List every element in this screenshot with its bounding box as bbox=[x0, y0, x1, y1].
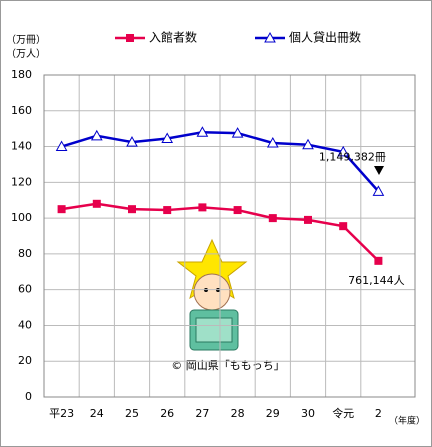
x-tick-label: 24 bbox=[90, 407, 104, 420]
x-tick-label: 2 bbox=[375, 407, 382, 420]
y-tick-label: 20 bbox=[18, 354, 32, 367]
marker bbox=[339, 222, 348, 231]
marker bbox=[161, 132, 174, 144]
y-tick-label: 180 bbox=[11, 68, 32, 81]
x-tick-label: 平23 bbox=[49, 407, 74, 420]
annotation: © 岡山県「ももっち」 bbox=[171, 359, 285, 372]
marker bbox=[268, 214, 277, 223]
y-unit: （万人） bbox=[6, 48, 46, 60]
marker bbox=[128, 205, 136, 214]
x-tick-label: 29 bbox=[266, 407, 280, 420]
marker bbox=[196, 126, 209, 137]
y-tick-label: 120 bbox=[11, 175, 32, 188]
x-tick-label: 26 bbox=[160, 407, 174, 420]
legend-label: 入館者数 bbox=[149, 30, 197, 45]
marker bbox=[266, 136, 279, 148]
mascot bbox=[176, 238, 248, 351]
y-tick-label: 40 bbox=[18, 318, 32, 331]
marker bbox=[233, 206, 242, 215]
series-line bbox=[61, 130, 380, 193]
y-tick-label: 140 bbox=[11, 140, 32, 153]
legend-marker bbox=[264, 31, 276, 43]
x-label: （年度） bbox=[389, 415, 425, 427]
pointer bbox=[374, 166, 384, 175]
y-tick-label: 160 bbox=[11, 104, 32, 117]
marker bbox=[337, 145, 350, 157]
marker bbox=[92, 199, 101, 208]
marker bbox=[163, 206, 172, 215]
y-tick-label: 100 bbox=[11, 211, 32, 224]
data-label: 761,144人 bbox=[348, 274, 405, 287]
marker bbox=[374, 256, 383, 265]
marker bbox=[302, 138, 314, 150]
x-tick-label: 30 bbox=[301, 407, 315, 420]
marker bbox=[126, 136, 138, 147]
marker bbox=[55, 140, 68, 152]
plot-border bbox=[43, 74, 416, 398]
y-unit: （万冊） bbox=[6, 34, 46, 46]
marker bbox=[57, 205, 66, 214]
legend-label: 個人貸出冊数 bbox=[289, 30, 361, 45]
marker bbox=[198, 203, 207, 212]
legend-marker bbox=[126, 34, 134, 42]
x-tick-label: 令元 bbox=[332, 406, 354, 420]
y-tick-label: 60 bbox=[18, 283, 32, 296]
x-tick-label: 25 bbox=[125, 407, 139, 420]
data-label: 1,149,382冊 bbox=[319, 150, 386, 163]
y-tick-label: 80 bbox=[18, 247, 32, 260]
series-line bbox=[61, 202, 380, 262]
marker bbox=[372, 185, 385, 196]
x-tick-label: 28 bbox=[231, 407, 245, 420]
marker bbox=[304, 215, 312, 224]
marker bbox=[90, 129, 103, 141]
marker bbox=[231, 127, 244, 138]
y-tick-label: 0 bbox=[25, 390, 32, 403]
x-tick-label: 27 bbox=[195, 407, 209, 420]
